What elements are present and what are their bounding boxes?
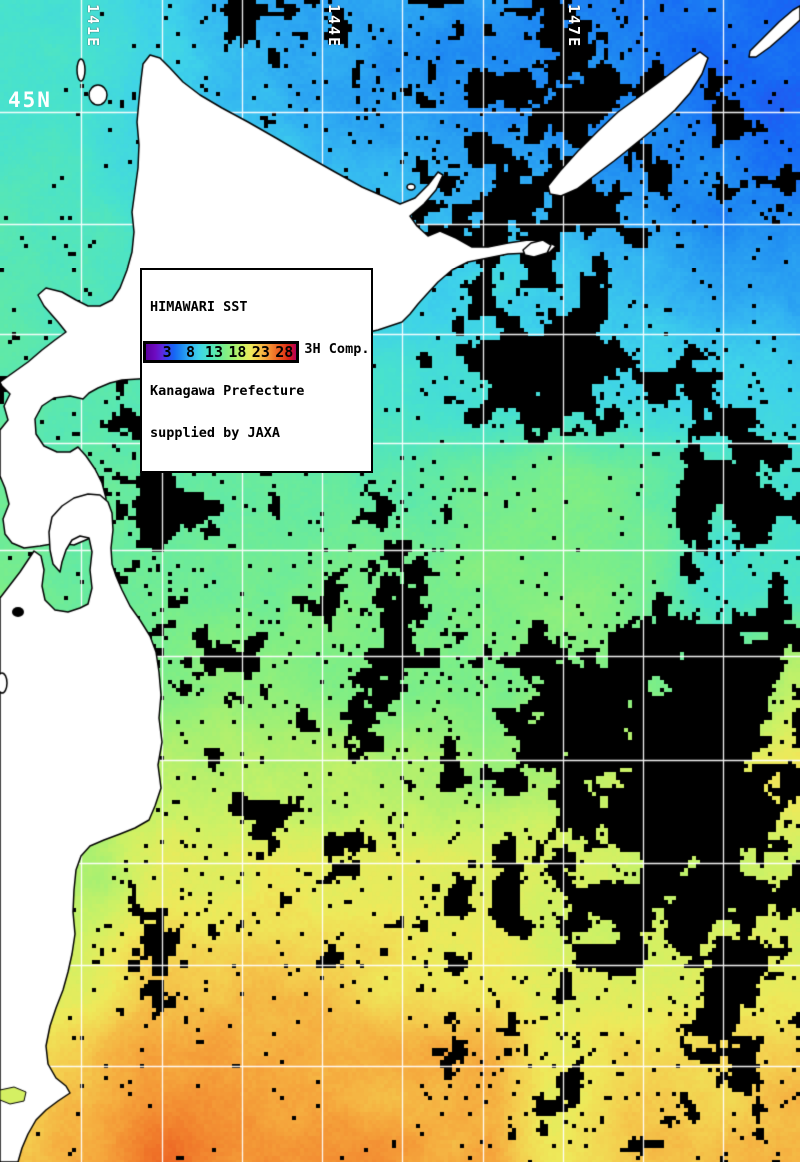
- colorbar-tick: 23: [251, 343, 270, 361]
- colorbar-tick: 13: [204, 343, 223, 361]
- colorbar-gradient: [146, 344, 296, 360]
- info-box: HIMAWARI SST 2025/11/15 07(UTC) 3H Comp.…: [140, 268, 373, 473]
- colorbar-tick: 18: [228, 343, 247, 361]
- colorbar-tick: 3: [162, 343, 172, 361]
- info-box-line-product: HIMAWARI SST: [150, 299, 248, 315]
- info-box-line-credit: supplied by JAXA: [150, 425, 281, 441]
- info-box-line-region: Kanagawa Prefecture: [150, 383, 305, 399]
- lat-grid-label-45n: 45N: [8, 88, 52, 112]
- lon-grid-label-144e: 144E: [325, 4, 343, 49]
- lon-grid-label-147e: 147E: [565, 4, 583, 49]
- temperature-colorbar: 3 8 13 18 23 28: [143, 341, 299, 363]
- colorbar-tick: 8: [186, 343, 196, 361]
- colorbar-tick: 28: [275, 343, 294, 361]
- lon-grid-label-141e: 141E: [84, 4, 102, 49]
